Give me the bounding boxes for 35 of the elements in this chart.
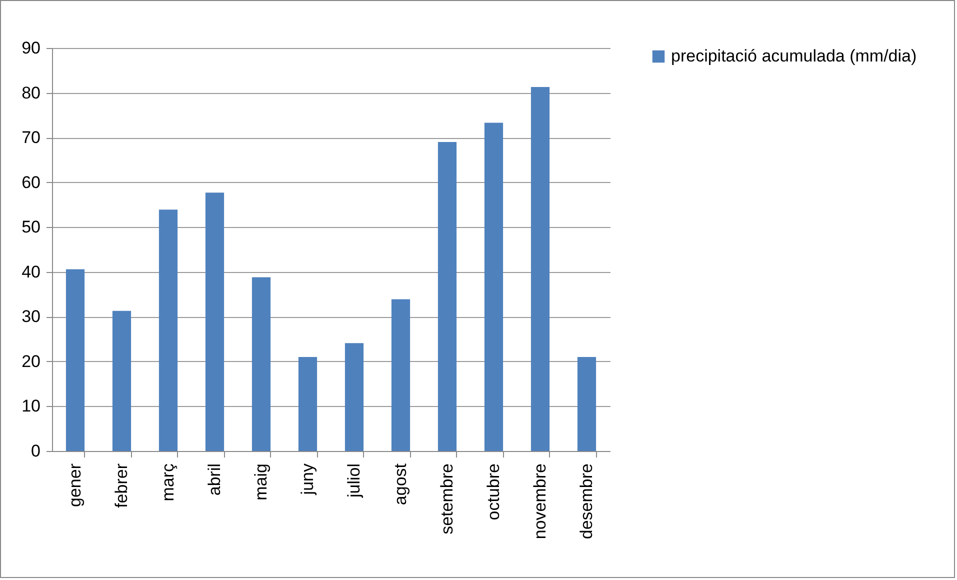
bar — [577, 356, 596, 451]
bar — [484, 122, 504, 451]
x-tick-label: març — [158, 463, 178, 502]
bar — [112, 310, 132, 451]
y-tick-label: 50 — [22, 218, 40, 237]
x-tick-label: desembre — [576, 464, 596, 540]
legend-label: precipitació acumulada (mm/dia) — [671, 46, 917, 66]
y-tick-label: 10 — [22, 396, 40, 416]
y-tick-label: 80 — [22, 83, 40, 102]
bar — [344, 343, 364, 451]
y-tick-label: 90 — [22, 38, 40, 58]
bar — [158, 210, 178, 451]
x-tick-label: maig — [251, 464, 270, 500]
y-tick-label: 60 — [22, 172, 40, 192]
x-tick-label: abril — [204, 464, 224, 496]
x-tick-label: novembre — [530, 464, 550, 540]
x-tick-label: gener — [65, 463, 84, 507]
bar — [438, 142, 457, 451]
y-tick-label: 20 — [22, 352, 40, 371]
bar — [298, 356, 318, 451]
x-tick-label: agost — [390, 463, 410, 506]
bar — [205, 192, 224, 451]
bar — [66, 269, 85, 451]
y-tick-label: 0 — [31, 442, 40, 460]
y-tick-label: 30 — [22, 307, 40, 326]
x-tick-label: juny — [298, 463, 317, 496]
x-tick-label: juliol — [344, 464, 364, 499]
x-tick-label: octubre — [484, 464, 503, 520]
y-tick-label: 70 — [22, 128, 40, 148]
x-tick-label: febrer — [112, 463, 131, 508]
y-tick-label: 40 — [22, 262, 40, 282]
bar — [252, 277, 271, 451]
bar — [530, 86, 550, 451]
x-tick-label: setembre — [437, 464, 456, 534]
bar — [391, 299, 410, 451]
